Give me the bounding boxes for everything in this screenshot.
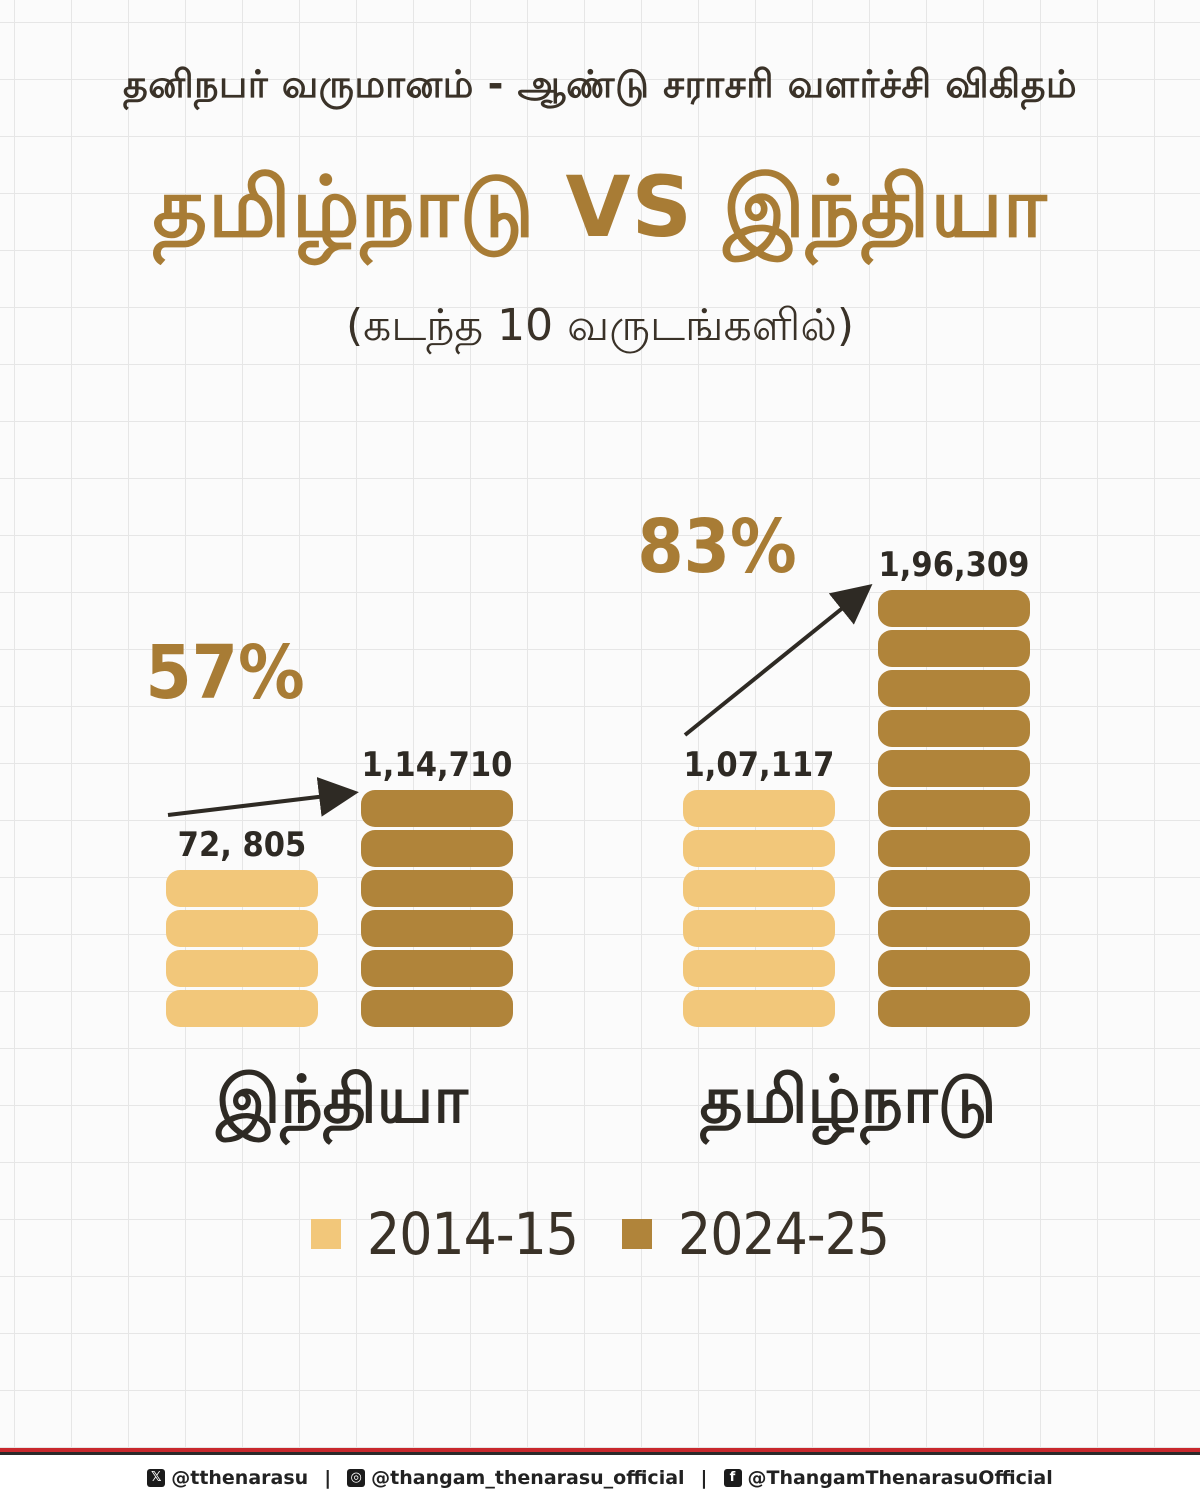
legend: 2014-15 2024-25 — [0, 1200, 1200, 1268]
data-label: 1,07,117 — [684, 745, 835, 785]
coin-segment — [878, 630, 1030, 667]
coin-segment — [361, 830, 513, 867]
coin-segment — [361, 870, 513, 907]
coin-segment — [166, 870, 318, 907]
bar-2024-25-0 — [361, 790, 513, 1027]
legend-label-2014-15: 2014-15 — [367, 1200, 579, 1268]
data-label: 72, 805 — [178, 825, 307, 865]
footer-divider-dark — [0, 1452, 1200, 1455]
growth-percent: 83% — [637, 504, 796, 590]
coin-segment — [878, 950, 1030, 987]
footer-divider-red — [0, 1448, 1200, 1452]
category-label: தமிழ்நாடு — [700, 1061, 997, 1146]
coin-segment — [166, 950, 318, 987]
instagram-handle: @thangam_thenarasu_official — [371, 1466, 685, 1489]
instagram-link[interactable]: ◎ @thangam_thenarasu_official — [347, 1466, 685, 1489]
chart-title: தமிழ்நாடு VS இந்தியா — [152, 158, 1048, 256]
coin-segment — [683, 830, 835, 867]
coin-segment — [878, 790, 1030, 827]
separator: | — [700, 1466, 708, 1489]
growth-arrow — [683, 583, 873, 737]
coin-segment — [683, 790, 835, 827]
x-link[interactable]: 𝕏 @tthenarasu — [147, 1467, 308, 1489]
legend-swatch-2014-15 — [311, 1219, 342, 1249]
facebook-handle: @ThangamThenarasuOfficial — [747, 1466, 1053, 1489]
coin-segment — [361, 950, 513, 987]
facebook-link[interactable]: f @ThangamThenarasuOfficial — [723, 1466, 1053, 1489]
coin-segment — [878, 670, 1030, 707]
chart-subtitle: தனிநபர் வருமானம் - ஆண்டு சராசரி வளர்ச்சி… — [122, 62, 1078, 106]
data-label: 1,96,309 — [879, 545, 1030, 585]
coin-segment — [878, 750, 1030, 787]
legend-item-2014-15: 2014-15 — [311, 1200, 579, 1268]
x-handle: @tthenarasu — [171, 1466, 309, 1489]
coin-segment — [683, 870, 835, 907]
coin-segment — [166, 910, 318, 947]
data-label: 1,14,710 — [362, 745, 513, 785]
legend-swatch-2024-25 — [622, 1219, 652, 1249]
coin-segment — [361, 910, 513, 947]
legend-item-2024-25: 2024-25 — [622, 1200, 890, 1268]
coin-segment — [683, 990, 835, 1027]
bar-2014-15-1 — [683, 790, 835, 1027]
growth-percent: 57% — [145, 630, 304, 716]
coin-segment — [361, 990, 513, 1027]
separator: | — [324, 1466, 332, 1489]
legend-label-2024-25: 2024-25 — [678, 1200, 890, 1268]
coin-segment — [361, 790, 513, 827]
footer-social-bar: 𝕏 @tthenarasu | ◎ @thangam_thenarasu_off… — [0, 1455, 1200, 1500]
coin-segment — [878, 870, 1030, 907]
instagram-icon: ◎ — [347, 1468, 366, 1487]
coin-segment — [878, 910, 1030, 947]
coin-segment — [683, 950, 835, 987]
coin-segment — [878, 990, 1030, 1027]
bar-2024-25-1 — [878, 590, 1030, 1027]
coin-segment — [683, 910, 835, 947]
coin-segment — [878, 590, 1030, 627]
coin-segment — [878, 710, 1030, 747]
coin-segment — [878, 830, 1030, 867]
bar-2014-15-0 — [166, 870, 318, 1027]
x-logo-icon: 𝕏 — [147, 1468, 166, 1487]
category-label: இந்தியா — [215, 1061, 469, 1146]
bar-chart: 72, 805 1,14,710 57% இந்தியா 1,07,117 1,96,30… — [145, 504, 1030, 1146]
period-note: (கடந்த 10 வருடங்களில்) — [345, 300, 855, 351]
coin-segment — [166, 990, 318, 1027]
facebook-icon: f — [723, 1468, 742, 1487]
growth-arrow — [167, 777, 359, 817]
